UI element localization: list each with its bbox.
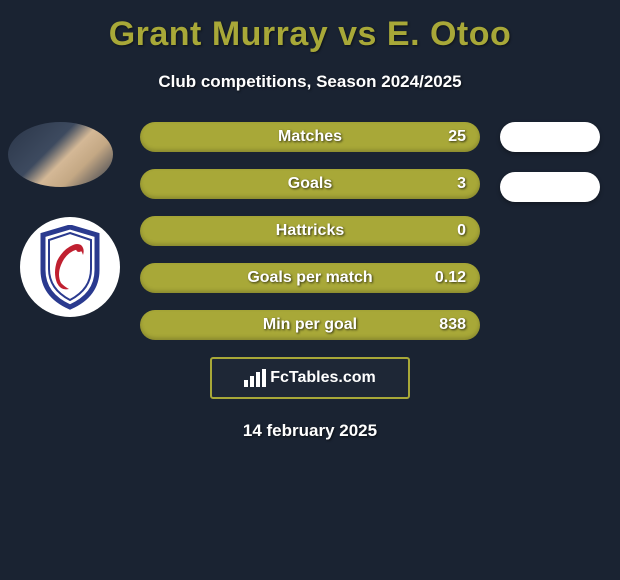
- stat-value: 0: [457, 222, 466, 240]
- stat-value: 3: [457, 175, 466, 193]
- stat-row-hattricks: Hattricks 0: [140, 216, 480, 246]
- shield-icon: [35, 225, 105, 310]
- stat-label: Goals: [288, 175, 332, 193]
- player1-club-crest: [20, 217, 120, 317]
- date-text: 14 february 2025: [0, 421, 620, 441]
- stat-value: 25: [448, 128, 466, 146]
- comparison-widget: Grant Murray vs E. Otoo Club competition…: [0, 0, 620, 451]
- branding-text: FcTables.com: [270, 369, 376, 387]
- stat-value: 0.12: [435, 269, 466, 287]
- subtitle: Club competitions, Season 2024/2025: [0, 72, 620, 92]
- stat-label: Matches: [278, 128, 342, 146]
- stat-label: Min per goal: [263, 316, 357, 334]
- bar-chart-icon: [244, 369, 266, 387]
- content-area: Matches 25 Goals 3 Hattricks 0 Goals per…: [0, 122, 620, 441]
- stat-value: 838: [439, 316, 466, 334]
- branding-box[interactable]: FcTables.com: [210, 357, 410, 399]
- stats-list: Matches 25 Goals 3 Hattricks 0 Goals per…: [140, 122, 480, 340]
- stat-row-goals: Goals 3: [140, 169, 480, 199]
- player2-pill-goals: [500, 172, 600, 202]
- stat-row-goals-per-match: Goals per match 0.12: [140, 263, 480, 293]
- stat-row-min-per-goal: Min per goal 838: [140, 310, 480, 340]
- stat-label: Goals per match: [247, 269, 372, 287]
- player1-avatar: [8, 122, 113, 187]
- player2-pill-matches: [500, 122, 600, 152]
- stat-row-matches: Matches 25: [140, 122, 480, 152]
- stat-label: Hattricks: [276, 222, 344, 240]
- page-title: Grant Murray vs E. Otoo: [0, 15, 620, 54]
